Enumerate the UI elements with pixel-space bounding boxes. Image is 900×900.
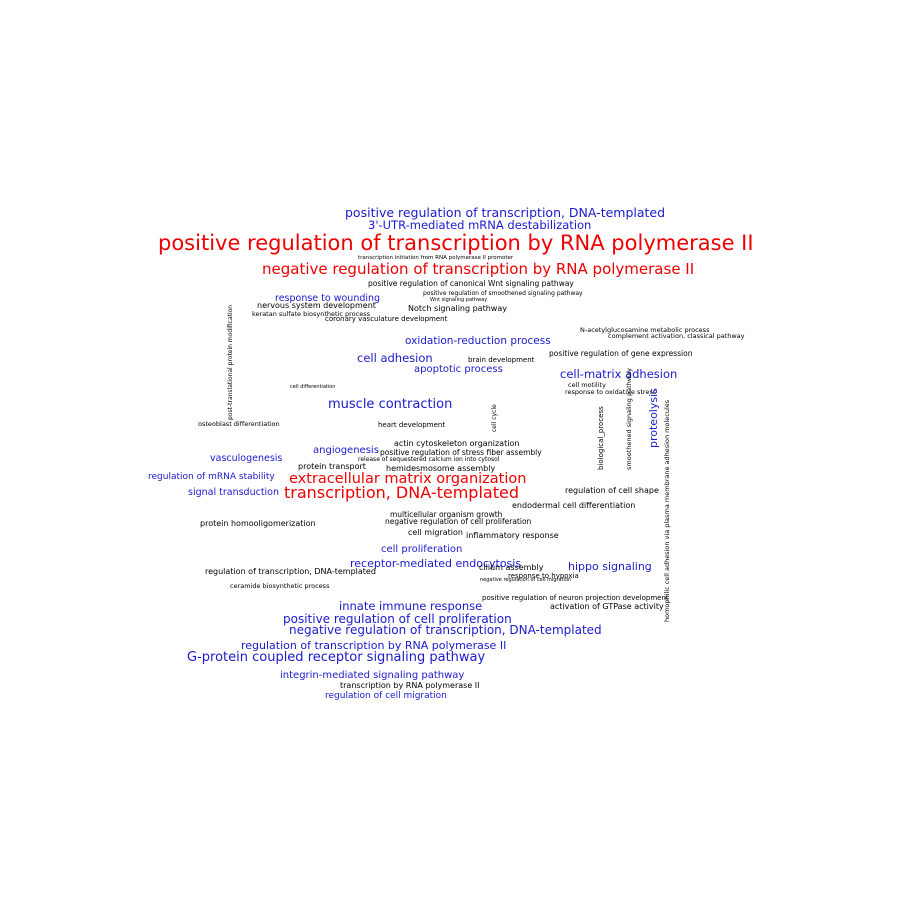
word-complement-activation-classical: complement activation, classical pathway xyxy=(608,332,745,340)
word-cilium-assembly: cilium assembly xyxy=(479,563,544,572)
word-cell-cycle: cell cycle xyxy=(491,404,498,432)
word-transcription-by-rna-polymerase-ii: transcription by RNA polymerase II xyxy=(340,681,480,690)
word-cell-proliferation: cell proliferation xyxy=(381,544,463,555)
word-notch-signaling-pathway: Notch signaling pathway xyxy=(408,304,507,313)
word-protein-homooligomerization: protein homooligomerization xyxy=(200,519,316,528)
word-g-protein-coupled-receptor-signaling-pathway: G-protein coupled receptor signaling pat… xyxy=(187,650,486,665)
word-negative-regulation-of-cell-proliferation: negative regulation of cell proliferatio… xyxy=(385,517,532,526)
word-signal-transduction: signal transduction xyxy=(188,487,280,498)
word-proteolysis: proteolysis xyxy=(647,388,660,448)
word-cell-motility: cell motility xyxy=(568,381,606,389)
word-innate-immune-response: innate immune response xyxy=(339,599,483,613)
word-transcription-dna-templated: transcription, DNA-templated xyxy=(284,483,519,502)
word-release-of-sequestered-calcium: release of sequestered calcium ion into … xyxy=(358,456,500,463)
word-coronary-vasculature-development: coronary vasculature development xyxy=(325,315,448,323)
word-n-acetylglucosamine-metabolic-process: N-acetylglucosamine metabolic process xyxy=(580,326,710,334)
word-response-to-oxidative-stress: response to oxidative stress xyxy=(565,388,657,396)
word-negative-regulation-of-cell-migration: negative regulation of cell migration xyxy=(480,577,572,583)
word-brain-development: brain development xyxy=(468,356,535,364)
word-regulation-of-cell-migration: regulation of cell migration xyxy=(325,691,447,701)
word-heart-development: heart development xyxy=(378,421,446,429)
word-integrin-mediated-signaling-pathway: integrin-mediated signaling pathway xyxy=(280,670,465,681)
word-biological-process: biological_process xyxy=(597,406,605,470)
word-regulation-of-transcription-dna-templated: regulation of transcription, DNA-templat… xyxy=(205,567,376,576)
word-vasculogenesis: vasculogenesis xyxy=(210,453,283,464)
word-regulation-of-mrna-stability: regulation of mRNA stability xyxy=(148,472,275,482)
word-positive-regulation-of-gene-expression: positive regulation of gene expression xyxy=(549,349,693,358)
word-hemidesmosome-assembly: hemidesmosome assembly xyxy=(386,464,496,473)
word-post-translational-protein-modification: post-translational protein modification xyxy=(227,304,234,420)
word-inflammatory-response: inflammatory response xyxy=(466,531,559,540)
word-cell-migration: cell migration xyxy=(408,528,463,537)
word-3utr-mediated-mrna-destabilization: 3'-UTR-mediated mRNA destabilization xyxy=(368,218,592,232)
word-smoothened-signaling-pathway: smoothened signaling pathway xyxy=(625,368,633,470)
word-cell-differentiation: cell differentiation xyxy=(290,384,336,390)
word-activation-of-gtpase-activity: activation of GTPase activity xyxy=(550,602,664,611)
word-cell-matrix-adhesion: cell-matrix adhesion xyxy=(560,367,678,381)
word-osteoblast-differentiation: osteoblast differentiation xyxy=(198,420,280,428)
word-wnt-signaling-pathway: Wnt signaling pathway xyxy=(430,297,488,303)
word-positive-regulation-of-smoothened: positive regulation of smoothened signal… xyxy=(423,290,583,297)
word-regulation-of-transcription-by-rna-polymerase-ii: regulation of transcription by RNA polym… xyxy=(241,639,507,652)
word-positive-regulation-of-stress-fiber-assembly: positive regulation of stress fiber asse… xyxy=(380,448,542,457)
word-angiogenesis: angiogenesis xyxy=(313,445,379,456)
word-hippo-signaling: hippo signaling xyxy=(568,560,652,573)
word-negative-regulation-of-transcription-by-rna-polymerase-ii: negative regulation of transcription by … xyxy=(262,260,695,278)
word-negative-regulation-of-transcription-dna-templated: negative regulation of transcription, DN… xyxy=(289,623,602,637)
word-muscle-contraction: muscle contraction xyxy=(328,397,453,412)
word-keratan-sulfate-biosynthetic-process: keratan sulfate biosynthetic process xyxy=(252,310,371,318)
word-positive-regulation-of-canonical-wnt: positive regulation of canonical Wnt sig… xyxy=(368,279,574,288)
word-positive-regulation-of-transcription-dna-templated: positive regulation of transcription, DN… xyxy=(345,205,666,220)
word-regulation-of-cell-shape: regulation of cell shape xyxy=(565,486,659,495)
word-protein-transport: protein transport xyxy=(298,462,366,471)
word-nervous-system-development: nervous system development xyxy=(257,301,376,310)
word-response-to-hypoxia: response to hypoxia xyxy=(508,572,579,580)
word-multicellular-organism-growth: multicellular organism growth xyxy=(390,510,503,519)
word-actin-cytoskeleton-organization: actin cytoskeleton organization xyxy=(394,439,520,448)
word-cell-adhesion: cell adhesion xyxy=(357,351,433,365)
word-transcription-initiation: transcription initiation from RNA polyme… xyxy=(358,255,514,261)
word-response-to-wounding: response to wounding xyxy=(275,293,381,304)
word-positive-regulation-of-cell-proliferation: positive regulation of cell proliferatio… xyxy=(283,612,512,626)
word-homophilic-cell-adhesion: homophilic cell adhesion via plasma memb… xyxy=(663,399,671,622)
word-endodermal-cell-differentiation: endodermal cell differentiation xyxy=(512,501,636,510)
word-receptor-mediated-endocytosis: receptor-mediated endocytosis xyxy=(350,557,522,570)
word-oxidation-reduction-process: oxidation-reduction process xyxy=(405,335,551,347)
word-positive-regulation-of-transcription-by-rna-polymerase-ii: positive regulation of transcription by … xyxy=(158,231,754,255)
word-ceramide-biosynthetic-process: ceramide biosynthetic process xyxy=(230,582,330,590)
word-apoptotic-process: apoptotic process xyxy=(414,364,503,375)
word-positive-regulation-of-neuron-projection: positive regulation of neuron projection… xyxy=(482,594,669,602)
word-extracellular-matrix-organization: extracellular matrix organization xyxy=(289,471,527,487)
